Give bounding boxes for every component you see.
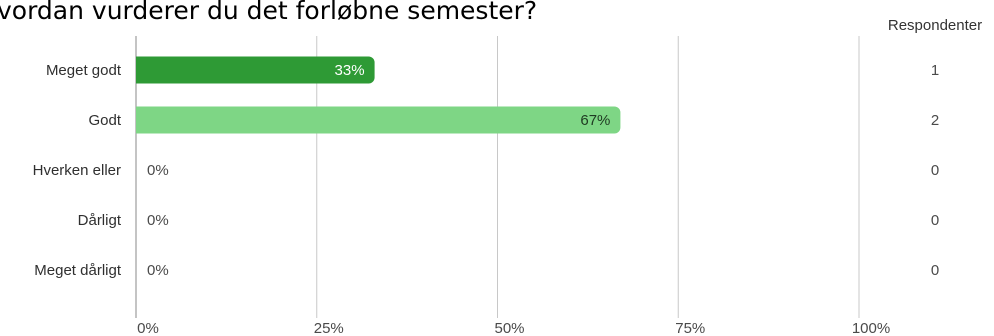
respondent-count: 0 xyxy=(931,212,939,229)
bar-square-edge xyxy=(136,106,144,134)
labels: 0% 25% 50% 75% 100% Meget godt 33% 1 Godt 67% 2 Hve… xyxy=(33,62,940,336)
bars xyxy=(136,56,621,134)
x-tick-label: 75% xyxy=(675,320,705,336)
value-label: 0% xyxy=(147,262,169,279)
x-tick-label: 100% xyxy=(852,320,890,336)
x-tick-label: 0% xyxy=(137,320,159,336)
category-label: Dårligt xyxy=(78,212,122,229)
chart-title: vordan vurderer du det forløbne semester… xyxy=(0,0,537,25)
value-label: 0% xyxy=(147,212,169,229)
bar xyxy=(136,106,621,134)
respondent-count: 0 xyxy=(931,262,939,279)
category-label: Hverken eller xyxy=(33,162,121,179)
respondent-count: 2 xyxy=(931,112,939,129)
x-tick-label: 50% xyxy=(494,320,524,336)
respondents-header: Respondenter xyxy=(888,17,982,34)
value-label: 67% xyxy=(580,112,610,129)
x-tick-label: 25% xyxy=(314,320,344,336)
bar-square-edge xyxy=(136,56,144,84)
category-label: Meget godt xyxy=(46,62,122,79)
respondent-count: 0 xyxy=(931,162,939,179)
category-label: Godt xyxy=(88,112,121,129)
value-label: 33% xyxy=(335,62,365,79)
category-label: Meget dårligt xyxy=(34,262,122,279)
respondent-count: 1 xyxy=(931,62,939,79)
bar xyxy=(136,56,375,84)
value-label: 0% xyxy=(147,162,169,179)
